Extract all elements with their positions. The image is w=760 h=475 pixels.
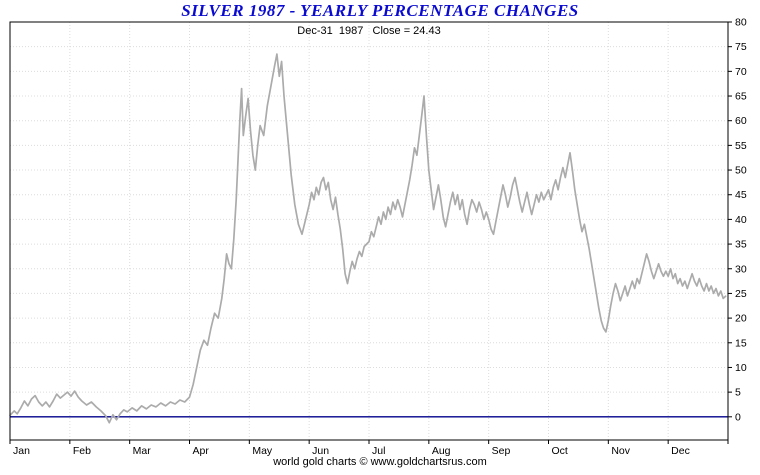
y-axis-tick-label: 30 — [735, 263, 747, 275]
x-axis-tick-label: Dec — [671, 445, 690, 457]
y-axis-tick-label: 70 — [735, 66, 747, 78]
x-axis-tick-label: Oct — [552, 445, 568, 457]
x-axis-tick-label: Jul — [372, 445, 385, 457]
chart-title: SILVER 1987 - YEARLY PERCENTAGE CHANGES — [181, 1, 579, 20]
x-axis-tick-label: May — [252, 445, 273, 457]
x-axis-tick-label: Jun — [312, 445, 329, 457]
y-axis-tick-label: 45 — [735, 189, 747, 201]
chart-footer: world gold charts © www.goldchartsrus.co… — [273, 456, 487, 468]
y-axis-tick-label: 15 — [735, 337, 747, 349]
price-line — [9, 53, 727, 424]
x-axis-tick-label: Jan — [13, 445, 30, 457]
y-axis-tick-label: 50 — [735, 165, 747, 177]
x-axis-tick-label: Aug — [432, 445, 451, 457]
y-axis-tick-label: 60 — [735, 115, 747, 127]
y-axis-tick-label: 20 — [735, 313, 747, 325]
y-axis-tick-label: 35 — [735, 239, 747, 251]
y-axis-tick-label: 65 — [735, 91, 747, 103]
y-axis-tick-label: 25 — [735, 288, 747, 300]
y-axis-tick-label: 80 — [735, 17, 747, 29]
x-axis-tick-label: Mar — [133, 445, 152, 457]
plot-border — [9, 21, 729, 441]
y-axis-tick-label: 40 — [735, 214, 747, 226]
y-axis-tick-label: 10 — [735, 362, 747, 374]
y-axis-tick-label: 55 — [735, 140, 747, 152]
chart-subtitle: Dec-31 1987 Close = 24.43 — [297, 25, 441, 37]
y-axis-tick-label: 0 — [735, 411, 741, 423]
x-axis-tick-label: Apr — [193, 445, 210, 457]
y-axis-tick-label: 5 — [735, 387, 741, 399]
x-axis-tick-label: Feb — [73, 445, 91, 457]
y-axis-tick-label: 75 — [735, 41, 747, 53]
x-axis-tick-label: Nov — [611, 445, 630, 457]
x-axis-tick-label: Sep — [492, 445, 511, 457]
